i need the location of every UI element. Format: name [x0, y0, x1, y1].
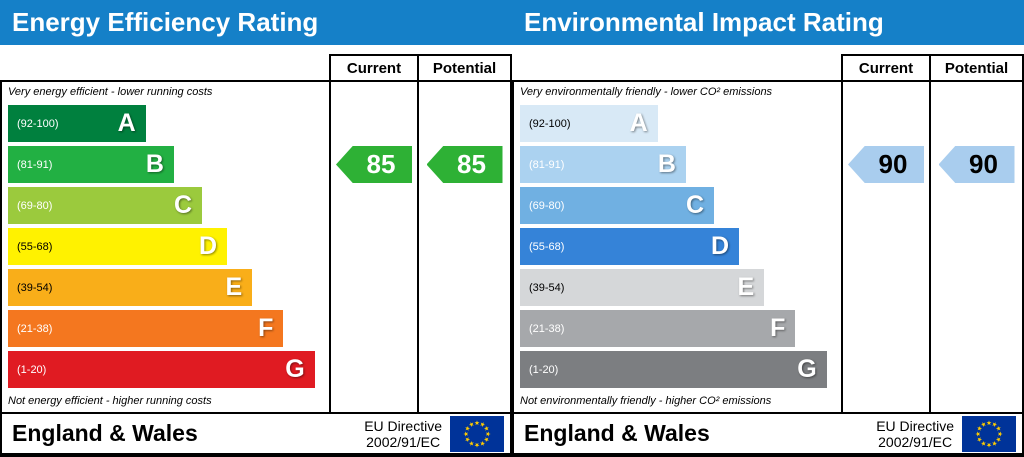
band-letter: B	[145, 150, 164, 178]
bottom-caption: Not environmentally friendly - higher CO…	[520, 395, 772, 407]
band-e: (39-54) E	[520, 269, 765, 306]
band-letter: F	[770, 314, 786, 342]
band-g: (1-20) G	[520, 351, 827, 388]
band-letter: C	[173, 191, 193, 219]
band-d: (55-68) D	[520, 228, 740, 265]
potential-rating-arrow: 90	[938, 146, 1015, 183]
eu-directive-text: EU Directive 2002/91/EC	[364, 418, 442, 450]
column-spacer	[0, 54, 331, 82]
panel-header: Environmental Impact Rating	[512, 0, 1024, 45]
eu-flag-icon	[450, 415, 504, 452]
eu-directive-text: EU Directive 2002/91/EC	[876, 418, 954, 450]
band-range: (92-100)	[17, 117, 59, 130]
header-row: Energy Efficiency Rating	[0, 0, 512, 54]
band-range: (81-91)	[17, 158, 53, 171]
panel-title: Environmental Impact Rating	[524, 7, 884, 37]
footer-region: England & Wales	[524, 420, 710, 446]
band-range: (92-100)	[529, 117, 571, 130]
top-caption: Very energy efficient - lower running co…	[8, 86, 213, 98]
panel-title: Energy Efficiency Rating	[12, 7, 319, 37]
column-spacer	[512, 54, 843, 82]
eu-directive-line1: EU Directive	[364, 417, 442, 434]
current-rating-arrow: 85	[336, 146, 412, 183]
band-range: (55-68)	[17, 240, 53, 253]
footer: England & Wales EU Directive 2002/91/EC	[512, 412, 1024, 457]
top-caption: Very environmentally friendly - lower CO…	[520, 86, 773, 98]
band-c: (69-80) C	[520, 187, 715, 224]
band-letter: D	[711, 232, 730, 260]
band-letter: G	[285, 355, 305, 383]
band-a: (92-100) A	[520, 105, 658, 142]
band-f: (21-38) F	[8, 310, 284, 347]
band-letter: A	[117, 109, 136, 137]
column-header-current: Current	[843, 54, 931, 82]
band-range: (39-54)	[17, 281, 53, 294]
band-b: (81-91) B	[520, 146, 686, 183]
footer: England & Wales EU Directive 2002/91/EC	[0, 412, 512, 457]
band-letter: G	[797, 355, 817, 383]
band-a: (92-100) A	[8, 105, 146, 142]
band-letter: A	[629, 109, 648, 137]
eu-directive-line2: 2002/91/EC	[878, 433, 953, 450]
band-letter: B	[657, 150, 676, 178]
band-b: (81-91) B	[8, 146, 174, 183]
column-header-potential: Potential	[419, 54, 512, 82]
band-range: (21-38)	[529, 322, 565, 335]
band-range: (69-80)	[17, 199, 53, 212]
current-column: 85	[331, 82, 419, 412]
band-range: (55-68)	[529, 240, 565, 253]
potential-column: 85	[419, 82, 512, 412]
band-range: (69-80)	[529, 199, 565, 212]
eu-directive-line2: 2002/91/EC	[366, 433, 441, 450]
band-letter: E	[737, 273, 755, 301]
environmental-impact-panel: Environmental Impact Rating Current Pote…	[512, 0, 1024, 457]
energy-efficiency-panel: Energy Efficiency Rating Current Potenti…	[0, 0, 512, 457]
band-c: (69-80) C	[8, 187, 203, 224]
band-g: (1-20) G	[8, 351, 315, 388]
header-row: Environmental Impact Rating	[512, 0, 1024, 54]
band-letter: C	[685, 191, 705, 219]
eu-directive-line1: EU Directive	[876, 417, 954, 434]
band-e: (39-54) E	[8, 269, 253, 306]
band-range: (21-38)	[17, 322, 53, 335]
current-rating-arrow: 90	[848, 146, 924, 183]
band-f: (21-38) F	[520, 310, 796, 347]
potential-column: 90	[931, 82, 1024, 412]
footer-region: England & Wales	[12, 420, 198, 446]
current-column: 90	[843, 82, 931, 412]
band-letter: E	[225, 273, 243, 301]
band-d: (55-68) D	[8, 228, 228, 265]
potential-rating-arrow: 85	[426, 146, 503, 183]
rating-scale: Very environmentally friendly - lower CO…	[512, 82, 843, 412]
band-range: (81-91)	[529, 158, 565, 171]
band-letter: D	[199, 232, 218, 260]
band-range: (1-20)	[529, 363, 559, 376]
column-header-current: Current	[331, 54, 419, 82]
bottom-caption: Not energy efficient - higher running co…	[8, 395, 212, 407]
band-range: (39-54)	[529, 281, 565, 294]
rating-scale: Very energy efficient - lower running co…	[0, 82, 331, 412]
band-letter: F	[258, 314, 274, 342]
panel-header: Energy Efficiency Rating	[0, 0, 512, 45]
band-range: (1-20)	[17, 363, 47, 376]
column-header-potential: Potential	[931, 54, 1024, 82]
eu-flag-icon	[962, 415, 1016, 452]
